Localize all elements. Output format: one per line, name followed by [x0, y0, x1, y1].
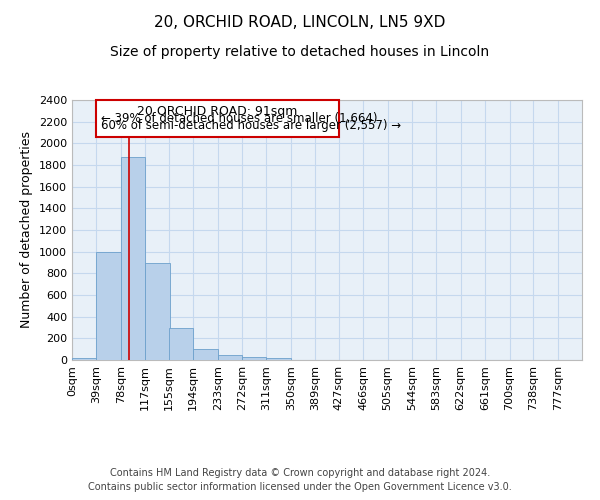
Text: 20, ORCHID ROAD, LINCOLN, LN5 9XD: 20, ORCHID ROAD, LINCOLN, LN5 9XD	[154, 15, 446, 30]
Text: ← 39% of detached houses are smaller (1,664): ← 39% of detached houses are smaller (1,…	[101, 112, 378, 126]
Bar	[72, 358, 97, 360]
Bar	[266, 358, 291, 360]
Text: Contains HM Land Registry data © Crown copyright and database right 2024.: Contains HM Land Registry data © Crown c…	[110, 468, 490, 477]
Bar	[97, 252, 121, 360]
Bar	[193, 349, 218, 360]
Text: 20 ORCHID ROAD: 91sqm: 20 ORCHID ROAD: 91sqm	[137, 105, 298, 118]
Y-axis label: Number of detached properties: Number of detached properties	[20, 132, 34, 328]
Text: 60% of semi-detached houses are larger (2,557) →: 60% of semi-detached houses are larger (…	[101, 119, 401, 132]
Bar	[121, 158, 145, 360]
Text: Size of property relative to detached houses in Lincoln: Size of property relative to detached ho…	[110, 45, 490, 59]
Text: Contains public sector information licensed under the Open Government Licence v3: Contains public sector information licen…	[88, 482, 512, 492]
Bar	[97, 100, 339, 137]
Bar	[145, 262, 170, 360]
Bar	[242, 357, 266, 360]
Bar	[218, 355, 242, 360]
Bar	[169, 328, 193, 360]
